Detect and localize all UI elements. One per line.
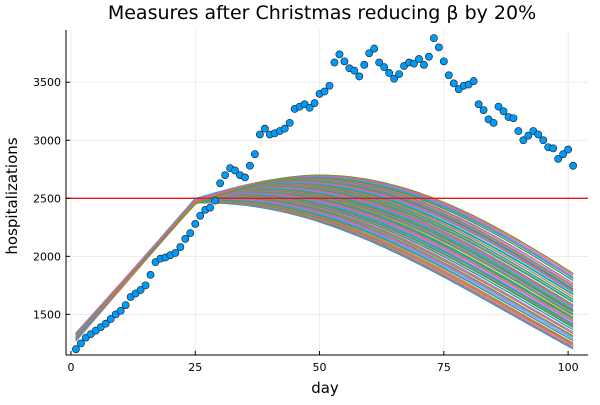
observed-point: [310, 99, 319, 108]
observed-point: [121, 301, 130, 309]
grid-lines: [66, 30, 588, 355]
observed-point: [509, 114, 518, 123]
axes: 0 25 50 75 100 1500 2000 2500 3000 3500: [33, 30, 588, 374]
observed-point: [549, 144, 558, 153]
observed-point: [77, 339, 85, 348]
observed-point: [410, 59, 418, 68]
observed-point: [191, 219, 200, 228]
observed-point: [211, 196, 220, 205]
observed-point: [221, 171, 229, 179]
y-tick-label: 3500: [33, 76, 61, 89]
observed-point: [241, 173, 249, 182]
observed-point: [325, 81, 334, 90]
observed-point: [524, 131, 533, 140]
observed-point: [539, 136, 548, 145]
projection-ensemble: [75, 174, 574, 350]
observed-point: [360, 60, 369, 69]
observed-point: [350, 66, 359, 75]
observed-point: [255, 130, 264, 139]
x-tick-label: 75: [437, 361, 451, 374]
observed-point: [216, 179, 225, 188]
observed-point: [136, 286, 145, 294]
observed-point: [479, 106, 488, 114]
observed-point: [330, 58, 339, 67]
y-tick-label: 3000: [33, 134, 61, 147]
observed-point: [231, 166, 239, 175]
observed-point: [385, 69, 394, 77]
observed-point: [554, 154, 563, 163]
observed-point: [246, 161, 254, 170]
observed-point: [380, 63, 389, 72]
observed-point: [469, 77, 478, 85]
observed-point: [514, 127, 523, 135]
observed-point: [559, 150, 568, 159]
observed-point: [340, 57, 349, 66]
observed-point: [390, 74, 399, 83]
x-tick-label: 25: [188, 361, 202, 374]
observed-point: [569, 161, 577, 170]
observed-point: [375, 58, 384, 67]
observed-point: [106, 315, 115, 323]
observed-point: [449, 79, 458, 88]
observed-point: [146, 271, 155, 279]
projection-line: [75, 174, 574, 336]
observed-point: [206, 203, 215, 212]
observed-point: [305, 103, 314, 112]
observed-point: [444, 71, 453, 80]
observed-point: [365, 49, 374, 58]
observed-point: [439, 57, 448, 66]
y-axis-title: hospitalizations: [3, 137, 21, 254]
observed-point: [534, 130, 543, 139]
observed-point: [425, 52, 433, 61]
observed-point: [564, 145, 573, 154]
observed-point: [474, 100, 483, 109]
observed-point: [499, 107, 508, 116]
observed-point: [176, 243, 185, 251]
x-tick-label: 50: [313, 361, 327, 374]
observed-point: [251, 150, 259, 159]
observed-point: [171, 248, 180, 257]
observed-point: [285, 118, 294, 127]
observed-point: [494, 102, 503, 111]
y-tick-label: 2500: [33, 192, 61, 205]
observed-point: [101, 319, 110, 328]
observed-point: [489, 118, 498, 127]
observed-point: [141, 281, 150, 290]
observed-point: [280, 124, 289, 133]
observed-point: [519, 136, 528, 145]
observed-points: [72, 34, 577, 354]
chart-title: Measures after Christmas reducing β by 2…: [108, 2, 536, 24]
observed-point: [335, 50, 344, 59]
x-axis-title: day: [311, 379, 339, 397]
observed-point: [196, 211, 205, 220]
x-tick-label: 0: [67, 361, 74, 374]
observed-point: [420, 60, 428, 69]
observed-point: [415, 55, 423, 63]
y-tick-label: 2000: [33, 250, 61, 263]
observed-point: [260, 124, 269, 133]
x-tick-label: 100: [558, 361, 579, 374]
y-tick-label: 1500: [33, 308, 61, 321]
observed-point: [72, 345, 80, 354]
observed-point: [429, 34, 438, 43]
observed-point: [181, 235, 190, 243]
observed-point: [186, 229, 195, 238]
observed-point: [434, 43, 443, 52]
observed-point: [320, 87, 329, 96]
observed-point: [355, 72, 364, 81]
observed-point: [395, 70, 403, 79]
observed-point: [370, 44, 379, 53]
observed-point: [116, 306, 125, 315]
